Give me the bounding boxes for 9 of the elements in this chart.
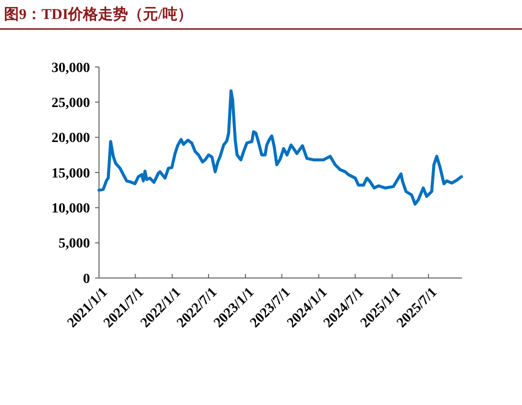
y-tick-label: 25,000 xyxy=(52,96,90,112)
y-tick-label: 0 xyxy=(83,272,90,287)
y-tick-label: 5,000 xyxy=(58,236,90,252)
y-tick-label: 15,000 xyxy=(52,166,90,182)
y-tick-label: 20,000 xyxy=(52,131,90,146)
y-tick-label: 30,000 xyxy=(52,60,90,76)
chart-title: 图9：TDI价格走势（元/吨） xyxy=(4,6,192,23)
line-series xyxy=(98,89,463,206)
y-tick-label: 10,000 xyxy=(52,202,90,217)
